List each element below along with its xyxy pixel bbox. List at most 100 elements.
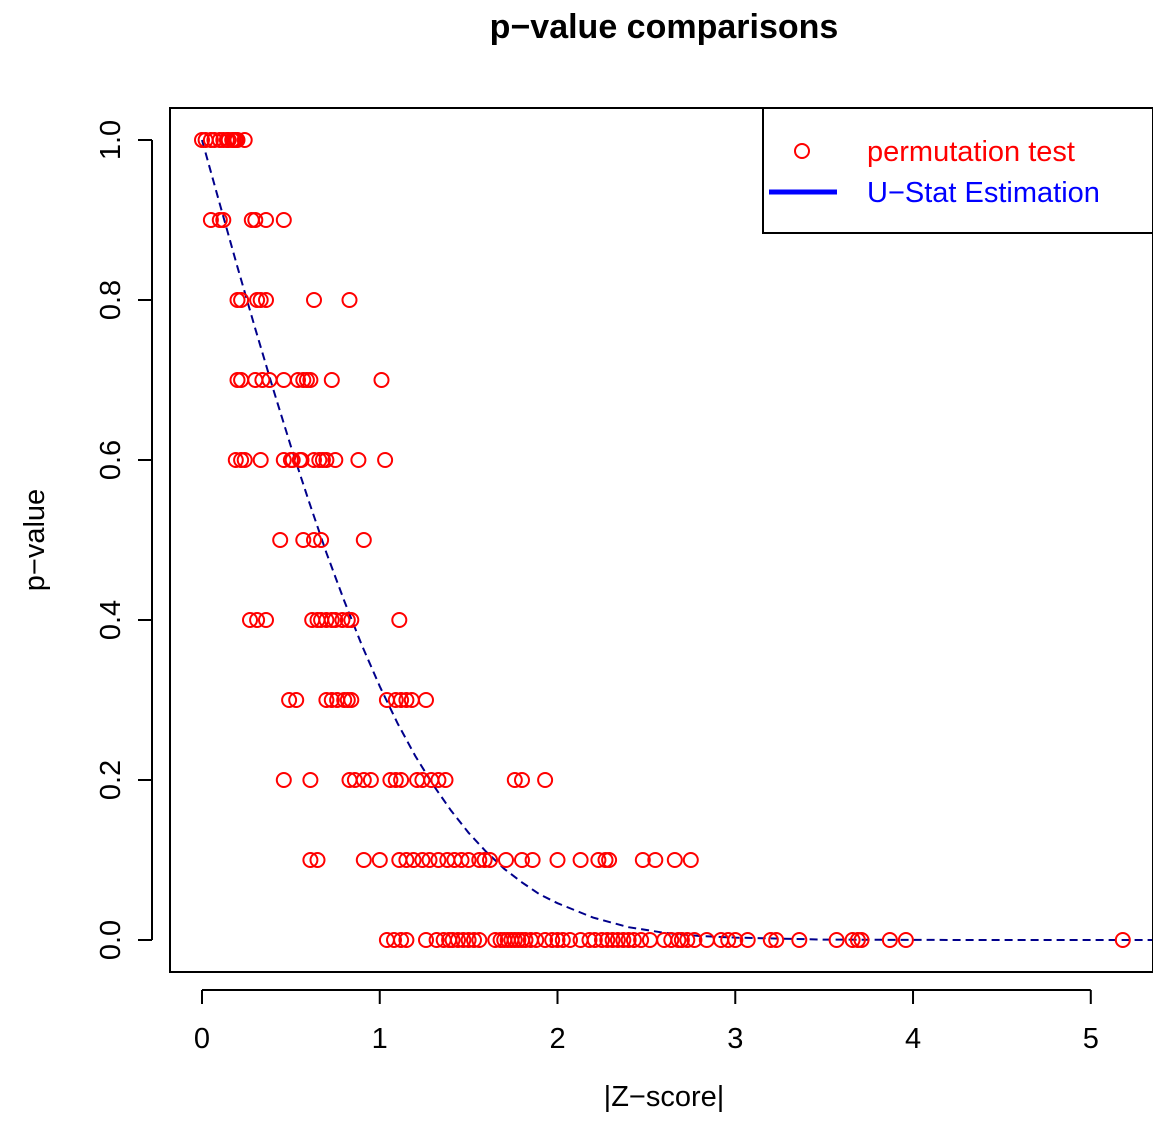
data-point bbox=[768, 932, 785, 948]
data-point bbox=[334, 612, 351, 628]
data-point bbox=[844, 932, 861, 948]
data-point bbox=[828, 932, 845, 948]
data-point bbox=[387, 692, 404, 708]
y-tick-label: 0.6 bbox=[95, 440, 127, 480]
data-point bbox=[229, 132, 246, 148]
data-point bbox=[544, 932, 561, 948]
data-point bbox=[318, 692, 335, 708]
data-point bbox=[346, 772, 363, 788]
y-axis-label: p−value bbox=[19, 489, 51, 591]
data-point bbox=[275, 452, 292, 468]
data-point bbox=[288, 692, 305, 708]
data-point bbox=[215, 212, 232, 228]
data-point bbox=[302, 772, 319, 788]
data-point bbox=[586, 932, 603, 948]
data-point bbox=[487, 932, 504, 948]
data-point bbox=[391, 612, 408, 628]
data-point bbox=[393, 772, 410, 788]
data-point bbox=[355, 532, 372, 548]
data-point bbox=[313, 532, 330, 548]
data-point bbox=[471, 932, 488, 948]
data-point bbox=[498, 852, 514, 868]
data-point bbox=[258, 612, 274, 628]
data-point bbox=[293, 452, 310, 468]
data-point bbox=[460, 932, 477, 948]
data-point bbox=[371, 852, 388, 868]
data-point bbox=[309, 852, 326, 868]
data-point bbox=[373, 372, 390, 388]
data-point bbox=[202, 212, 219, 228]
data-point bbox=[562, 932, 578, 948]
data-point bbox=[382, 772, 399, 788]
data-point bbox=[295, 532, 312, 548]
data-point bbox=[476, 852, 493, 868]
data-point bbox=[453, 852, 470, 868]
data-point bbox=[482, 852, 498, 868]
data-point bbox=[414, 852, 431, 868]
data-point bbox=[437, 772, 454, 788]
data-point bbox=[554, 932, 571, 948]
data-point bbox=[362, 772, 379, 788]
data-point bbox=[254, 372, 271, 388]
y-tick-label: 0.2 bbox=[95, 760, 127, 800]
data-point bbox=[528, 932, 545, 948]
data-layer bbox=[194, 132, 1153, 948]
data-point bbox=[249, 612, 266, 628]
data-point bbox=[233, 292, 250, 308]
data-point bbox=[306, 452, 322, 468]
data-point bbox=[599, 932, 616, 948]
y-tick-label: 0.8 bbox=[95, 280, 127, 320]
data-point bbox=[306, 532, 322, 548]
data-point bbox=[673, 932, 690, 948]
y-axis: 0.0 0.2 0.4 0.6 0.8 1.0 bbox=[95, 120, 153, 960]
data-point bbox=[514, 852, 530, 868]
data-point bbox=[615, 932, 632, 948]
data-point bbox=[323, 372, 340, 388]
plot-frame bbox=[169, 107, 1153, 973]
data-point bbox=[881, 932, 898, 948]
data-point bbox=[318, 612, 335, 628]
data-point bbox=[393, 692, 410, 708]
data-point bbox=[609, 932, 626, 948]
data-point bbox=[284, 452, 301, 468]
data-point bbox=[471, 852, 488, 868]
data-point bbox=[421, 852, 438, 868]
data-point bbox=[350, 452, 367, 468]
series-line-u-stat-estimation bbox=[201, 139, 1153, 941]
legend: permutation test U−Stat Estimation bbox=[762, 107, 1153, 234]
x-tick-label: 2 bbox=[549, 1023, 565, 1055]
data-point bbox=[455, 932, 472, 948]
data-point bbox=[418, 932, 434, 948]
data-point bbox=[247, 212, 264, 228]
data-point bbox=[594, 932, 610, 948]
data-point bbox=[590, 852, 607, 868]
data-point bbox=[524, 852, 541, 868]
data-point bbox=[720, 932, 737, 948]
data-point bbox=[306, 292, 322, 308]
data-point bbox=[601, 852, 618, 868]
data-point bbox=[227, 452, 244, 468]
data-point bbox=[275, 212, 292, 228]
y-tick-label: 1.0 bbox=[95, 120, 127, 160]
data-point bbox=[275, 372, 292, 388]
data-point bbox=[341, 292, 358, 308]
data-point bbox=[537, 772, 554, 788]
data-point bbox=[387, 772, 404, 788]
data-point bbox=[633, 932, 650, 948]
data-point bbox=[791, 932, 808, 948]
legend-box bbox=[762, 107, 1153, 234]
legend-label-u-stat-estimation: U−Stat Estimation bbox=[867, 177, 1100, 209]
data-point bbox=[641, 932, 658, 948]
data-point bbox=[506, 772, 523, 788]
data-point bbox=[739, 932, 756, 948]
data-point bbox=[398, 852, 415, 868]
data-point bbox=[327, 612, 344, 628]
data-point bbox=[414, 772, 431, 788]
data-point bbox=[405, 852, 422, 868]
x-tick-label: 3 bbox=[727, 1023, 743, 1055]
data-point bbox=[428, 932, 445, 948]
y-tick-label: 0.4 bbox=[95, 600, 127, 640]
data-point bbox=[355, 852, 372, 868]
data-point bbox=[897, 932, 914, 948]
data-point bbox=[450, 932, 466, 948]
